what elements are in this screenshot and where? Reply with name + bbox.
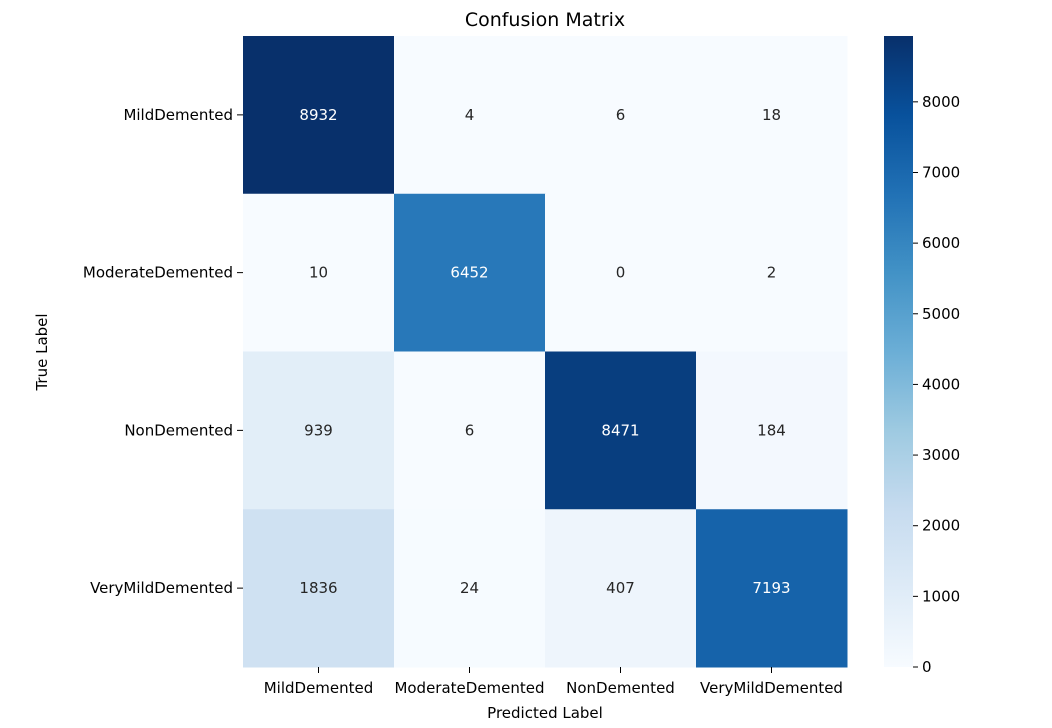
colorbar-tick-label: 3000 bbox=[922, 446, 960, 464]
cell-value-label: 10 bbox=[309, 264, 328, 282]
heatmap-cell bbox=[243, 36, 395, 195]
heatmap-cells: 8932 4 6 18 10 6452 0 2 939 6 8471 184 1836 24 407 7193 bbox=[243, 36, 848, 668]
y-axis-ticks: MildDemented ModerateDemented NonDemented V… bbox=[83, 106, 243, 597]
cell-value-label: 939 bbox=[304, 421, 333, 439]
cell-value-label: 8932 bbox=[299, 106, 337, 124]
cell-value-label: 1836 bbox=[299, 579, 337, 597]
colorbar-tick-label: 6000 bbox=[922, 234, 960, 252]
x-tick-label: VeryMildDemented bbox=[700, 679, 843, 697]
y-tick-label: ModerateDemented bbox=[83, 264, 233, 282]
cell-value-label: 2 bbox=[767, 264, 777, 282]
y-axis-label: True Label bbox=[33, 313, 51, 391]
cell-value-label: 8471 bbox=[601, 421, 639, 439]
colorbar-tick-label: 5000 bbox=[922, 305, 960, 323]
y-tick-label: MildDemented bbox=[123, 106, 233, 124]
heatmap-cell bbox=[394, 36, 546, 195]
heatmap-cell bbox=[696, 36, 848, 195]
y-tick-label: VeryMildDemented bbox=[90, 579, 233, 597]
heatmap-cell bbox=[545, 36, 697, 195]
colorbar-ticks: 0 1000 2000 3000 4000 5000 6000 7000 8000 bbox=[913, 93, 960, 676]
colorbar-tick-label: 4000 bbox=[922, 375, 960, 393]
x-tick-label: NonDemented bbox=[566, 679, 675, 697]
colorbar-tick-label: 2000 bbox=[922, 517, 960, 535]
cell-value-label: 6 bbox=[465, 421, 475, 439]
x-tick-label: MildDemented bbox=[264, 679, 374, 697]
heatmap-cell bbox=[394, 193, 546, 352]
heatmap-cell bbox=[243, 351, 395, 510]
heatmap-cell bbox=[394, 351, 546, 510]
cell-value-label: 0 bbox=[616, 264, 626, 282]
heatmap-cell bbox=[696, 351, 848, 510]
heatmap-cell bbox=[545, 351, 697, 510]
x-axis-ticks: MildDemented ModerateDemented NonDemented V… bbox=[264, 667, 843, 697]
heatmap-cell bbox=[394, 509, 546, 668]
colorbar-tick-label: 1000 bbox=[922, 587, 960, 605]
cell-value-label: 6452 bbox=[450, 264, 488, 282]
y-tick-label: NonDemented bbox=[124, 421, 233, 439]
cell-value-label: 24 bbox=[460, 579, 479, 597]
heatmap-cell bbox=[243, 509, 395, 668]
cell-value-label: 4 bbox=[465, 106, 475, 124]
colorbar-tick-label: 7000 bbox=[922, 163, 960, 181]
x-axis-label: Predicted Label bbox=[487, 704, 603, 722]
x-tick-label: ModerateDemented bbox=[394, 679, 544, 697]
cell-value-label: 7193 bbox=[752, 579, 790, 597]
heatmap-cell bbox=[243, 193, 395, 352]
colorbar-tick-label: 8000 bbox=[922, 93, 960, 111]
heatmap-cell bbox=[696, 509, 848, 668]
heatmap-cell bbox=[696, 193, 848, 352]
cell-value-label: 407 bbox=[606, 579, 635, 597]
heatmap-cell bbox=[545, 509, 697, 668]
cell-value-label: 18 bbox=[762, 106, 781, 124]
chart-title: Confusion Matrix bbox=[465, 9, 625, 31]
cell-value-label: 184 bbox=[757, 421, 786, 439]
cell-value-label: 6 bbox=[616, 106, 626, 124]
colorbar bbox=[884, 36, 913, 667]
colorbar-tick-label: 0 bbox=[922, 658, 932, 676]
heatmap-cell bbox=[545, 193, 697, 352]
